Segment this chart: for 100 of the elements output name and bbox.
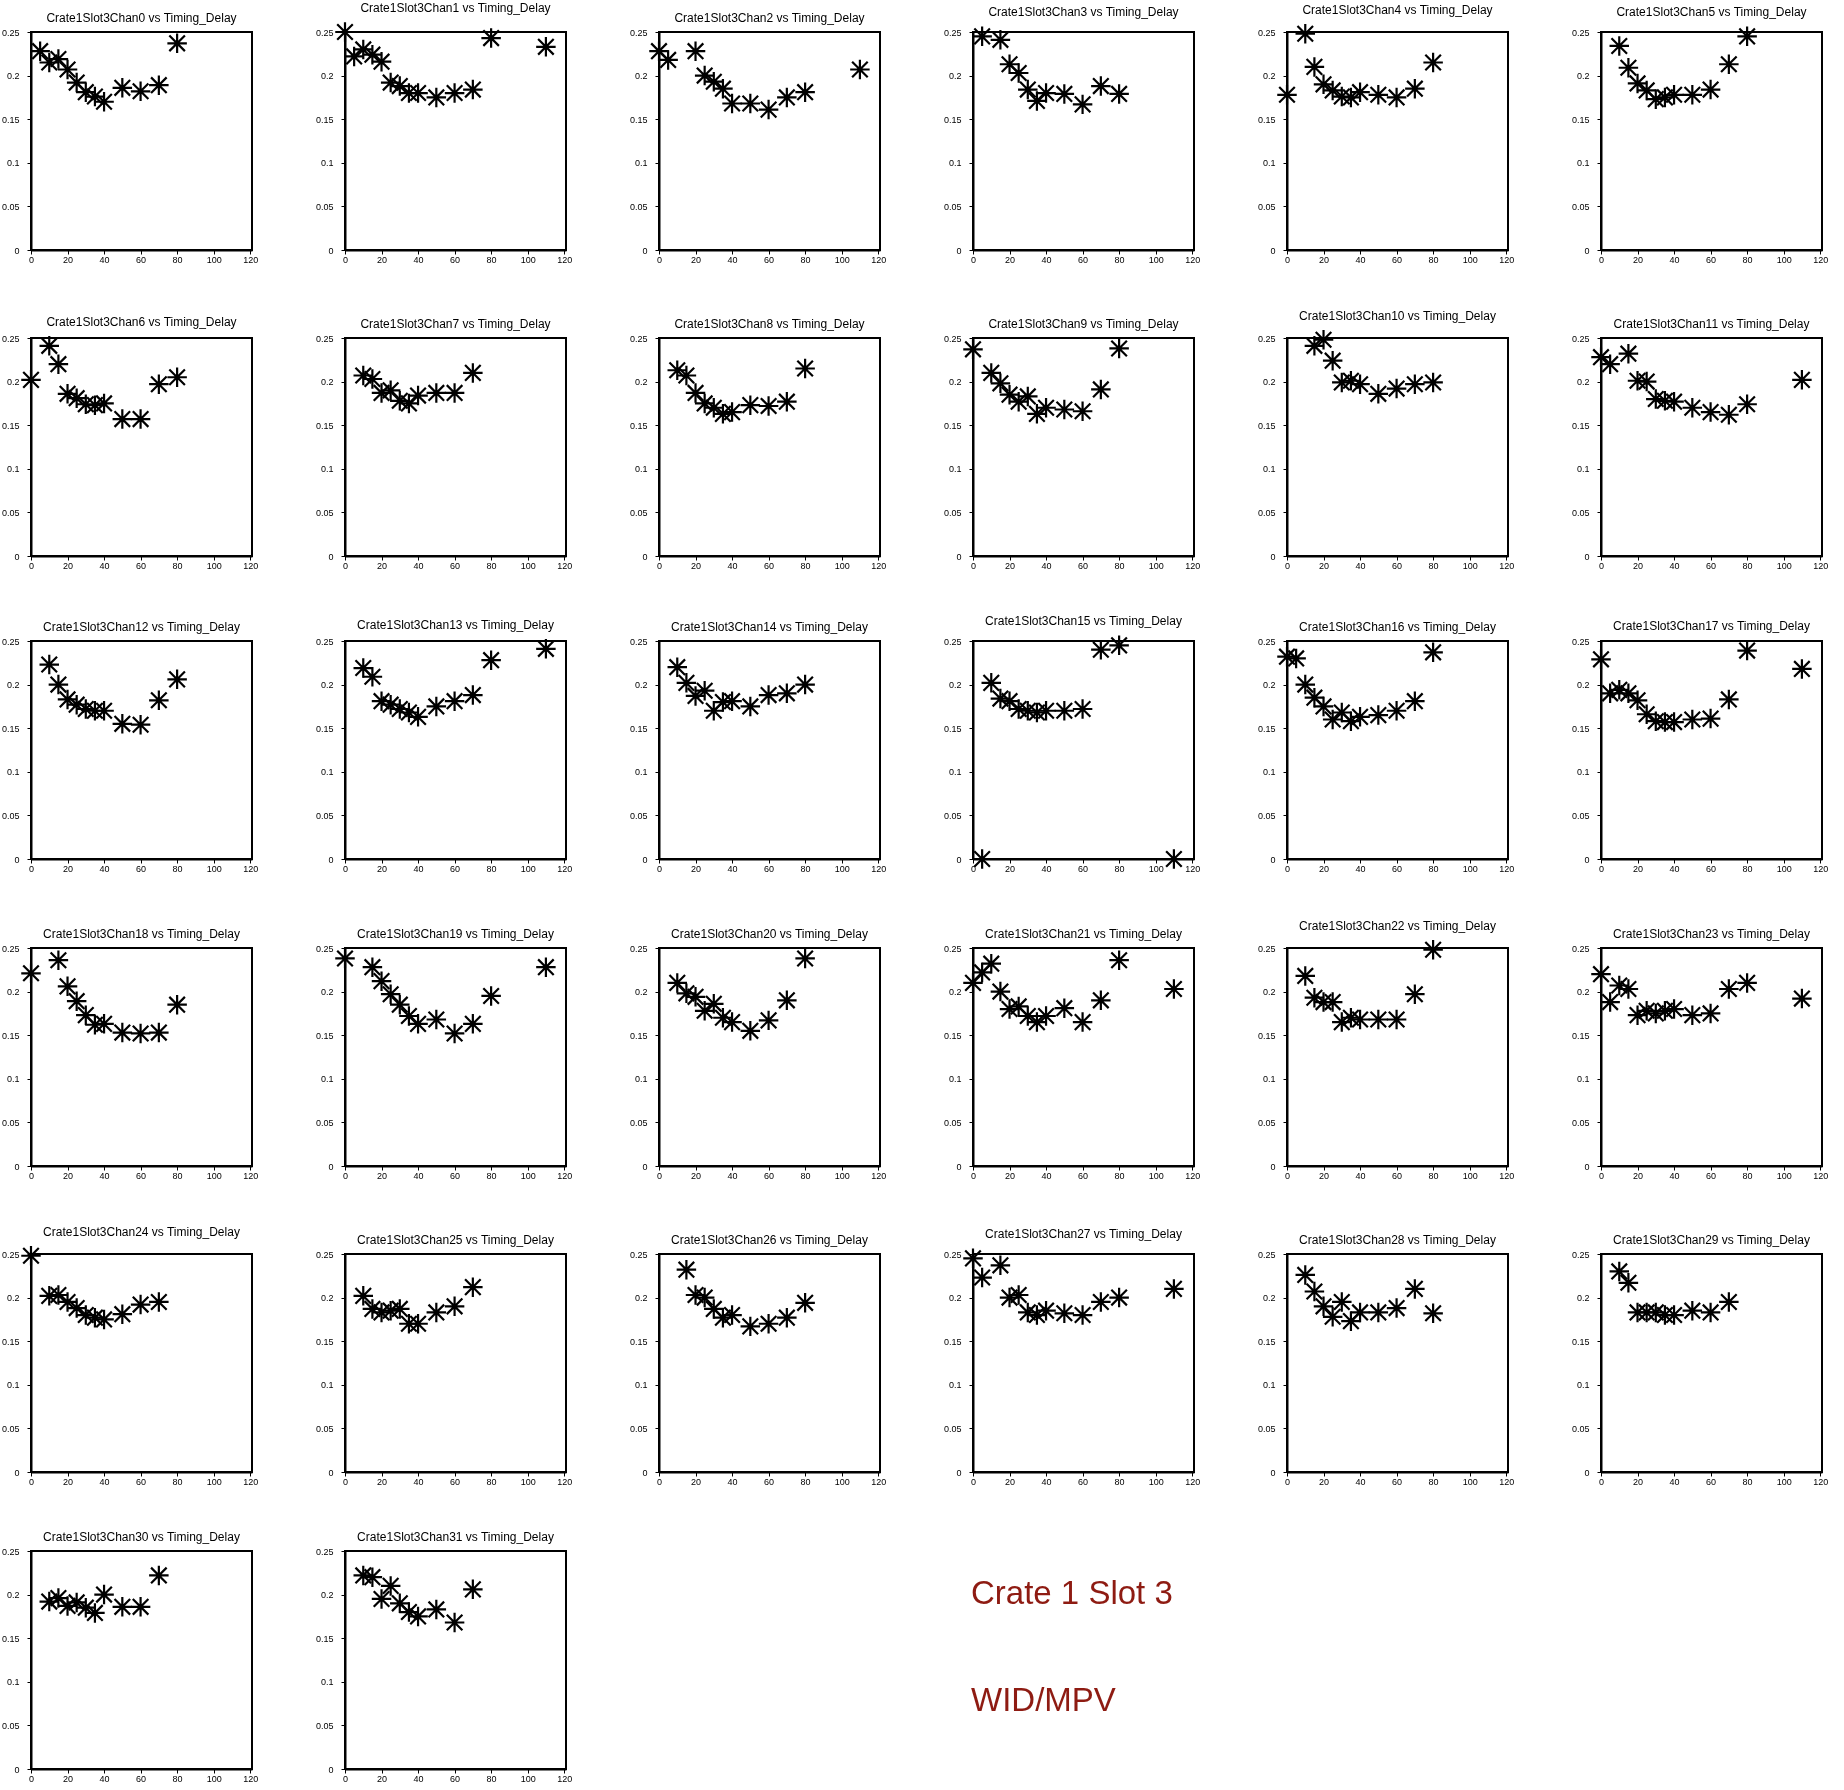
point [370, 50, 393, 73]
point [407, 82, 429, 104]
point [971, 961, 993, 984]
y-tick-label: 0.1 [948, 158, 962, 169]
y-tick-label: 0.2 [320, 987, 334, 998]
point [352, 364, 375, 387]
x-tick-label: 40 [99, 1170, 110, 1181]
chart-title: Crate1Slot3Chan24 vs Timing_Delay [43, 1224, 240, 1239]
x-tick-label: 0 [342, 1476, 349, 1487]
point [20, 369, 42, 391]
point [684, 382, 707, 404]
x-tick-label: 100 [834, 254, 850, 265]
point [675, 672, 698, 694]
y-tick-label: 0.1 [1262, 1380, 1276, 1391]
point [1330, 371, 1353, 394]
x-tick-label: 60 [1078, 254, 1089, 265]
y-tick-label: 0 [642, 854, 648, 865]
x-tick-label: 40 [1669, 863, 1680, 874]
y-tick-label: 0 [956, 245, 962, 256]
point [1626, 369, 1649, 392]
x-tick-label: 0 [656, 1476, 663, 1487]
y-tick-label: 0.05 [1257, 1423, 1276, 1434]
point [111, 408, 134, 430]
point [702, 396, 725, 419]
x-tick-label: 60 [764, 560, 775, 571]
point [1016, 385, 1039, 408]
point [1617, 978, 1640, 1000]
y-tick-label: 0.05 [629, 507, 648, 518]
x-tick-label: 60 [1392, 560, 1403, 571]
point [1016, 1301, 1039, 1324]
x-tick-label: 120 [1185, 1170, 1201, 1181]
x-tick-label: 40 [1355, 1476, 1366, 1487]
x-tick-label: 60 [764, 1170, 775, 1181]
point [794, 947, 816, 970]
chart-title: Crate1Slot3Chan0 vs Timing_Delay [46, 11, 237, 25]
chart-title: Crate1Slot3Chan25 vs Timing_Delay [357, 1233, 554, 1247]
x-tick-label: 0 [1598, 254, 1605, 265]
point [84, 1602, 106, 1624]
point [1321, 708, 1344, 731]
point [425, 382, 448, 404]
y-tick-label: 0 [1270, 245, 1276, 256]
x-tick-label: 80 [800, 254, 811, 265]
x-tick-label: 40 [99, 863, 110, 874]
x-tick-label: 40 [99, 1476, 110, 1487]
point [480, 27, 502, 49]
y-tick-label: 0.15 [315, 1633, 334, 1644]
x-tick-label: 100 [206, 1476, 222, 1487]
point [1422, 1302, 1444, 1325]
point [56, 58, 79, 81]
y-tick-label: 0.1 [1576, 464, 1590, 475]
point [1644, 1301, 1667, 1324]
y-tick-label: 0.2 [6, 1293, 20, 1304]
y-tick-label: 0.05 [315, 810, 334, 821]
y-tick-label: 0.25 [1257, 333, 1276, 344]
y-tick-label: 0 [956, 1467, 962, 1478]
x-tick-label: 60 [450, 1476, 461, 1487]
x-tick-label: 80 [1742, 560, 1753, 571]
y-tick-label: 0 [14, 1161, 20, 1172]
y-tick-label: 0.05 [315, 507, 334, 518]
x-tick-label: 80 [1428, 1476, 1439, 1487]
x-tick-label: 60 [136, 1476, 147, 1487]
point [1340, 369, 1362, 392]
point [1312, 73, 1335, 96]
point [84, 1306, 106, 1329]
point [93, 392, 115, 415]
y-tick-label: 0.25 [1257, 636, 1276, 647]
x-tick-label: 60 [450, 1170, 461, 1181]
point [148, 1564, 170, 1587]
x-tick-label: 80 [1428, 560, 1439, 571]
point [1404, 1278, 1426, 1300]
point [1626, 689, 1649, 712]
y-tick-label: 0.05 [943, 507, 962, 518]
x-tick-label: 40 [1669, 1170, 1680, 1181]
y-tick-label: 0.1 [1262, 464, 1276, 475]
y-tick-label: 0.15 [1571, 1336, 1590, 1347]
point [361, 665, 384, 688]
x-tick-label: 80 [1428, 1170, 1439, 1181]
x-tick-label: 20 [63, 1773, 74, 1784]
point [462, 362, 484, 384]
y-tick-label: 0.15 [1, 1030, 20, 1041]
point [1663, 390, 1685, 413]
y-tick-label: 0.05 [629, 201, 648, 212]
point [1108, 337, 1130, 360]
point [462, 1578, 484, 1601]
y-tick-label: 0.15 [1, 114, 20, 125]
x-tick-label: 40 [727, 560, 738, 571]
x-tick-label: 20 [377, 1476, 388, 1487]
x-tick-label: 60 [1392, 863, 1403, 874]
point [1016, 1005, 1039, 1027]
x-tick-label: 80 [486, 863, 497, 874]
point [980, 672, 1003, 694]
point [1071, 1304, 1094, 1326]
point [166, 32, 188, 55]
point [20, 1244, 42, 1267]
point [38, 51, 61, 74]
x-tick-label: 20 [1005, 863, 1016, 874]
point [74, 393, 97, 416]
x-tick-label: 100 [520, 1476, 536, 1487]
point [1007, 995, 1030, 1018]
point [1108, 949, 1130, 972]
